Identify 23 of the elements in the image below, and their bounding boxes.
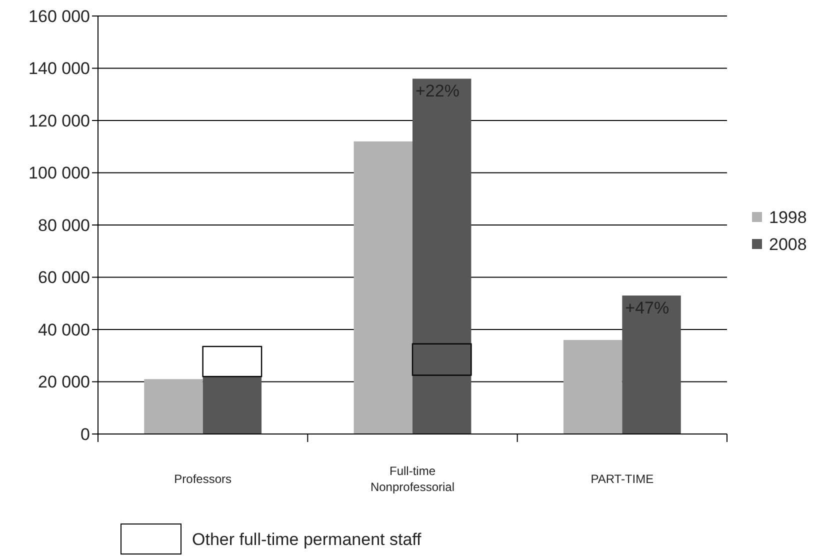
x-tick-label: PART-TIME: [590, 472, 654, 486]
bar: [412, 78, 472, 434]
bar: [144, 379, 203, 434]
y-tick-label: 40 000: [38, 320, 90, 340]
legend-label: 1998: [769, 208, 807, 227]
y-tick-label: 0: [80, 424, 90, 444]
bar: [622, 296, 681, 434]
y-tick-label: 160 000: [28, 6, 90, 26]
bar: [202, 376, 262, 434]
legend-label: 2008: [769, 234, 807, 254]
y-tick-label: 20 000: [38, 372, 90, 392]
y-tick-label: 80 000: [38, 216, 90, 235]
x-tick-label: Full-time Nonprofessorial: [370, 464, 455, 494]
bar: [412, 343, 472, 376]
bar: [354, 141, 412, 434]
y-tick-label: 120 000: [28, 111, 90, 130]
x-tick-label: Professors: [174, 472, 232, 486]
y-tick-label: 60 000: [38, 268, 90, 288]
y-tick-label: 100 000: [28, 164, 90, 183]
legend-label: Other full-time permanent staff: [192, 530, 422, 549]
bar: [202, 346, 262, 378]
bar: [563, 340, 622, 434]
y-tick-label: 140 000: [28, 59, 90, 78]
